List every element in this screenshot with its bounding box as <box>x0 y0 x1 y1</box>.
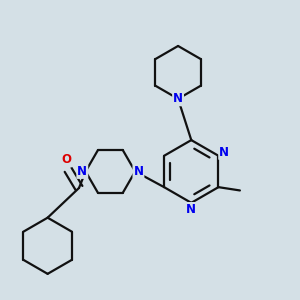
Text: N: N <box>219 146 229 159</box>
Text: N: N <box>77 165 87 178</box>
Text: N: N <box>173 92 183 105</box>
Text: O: O <box>61 153 71 167</box>
Text: N: N <box>134 165 143 178</box>
Text: N: N <box>186 203 196 216</box>
